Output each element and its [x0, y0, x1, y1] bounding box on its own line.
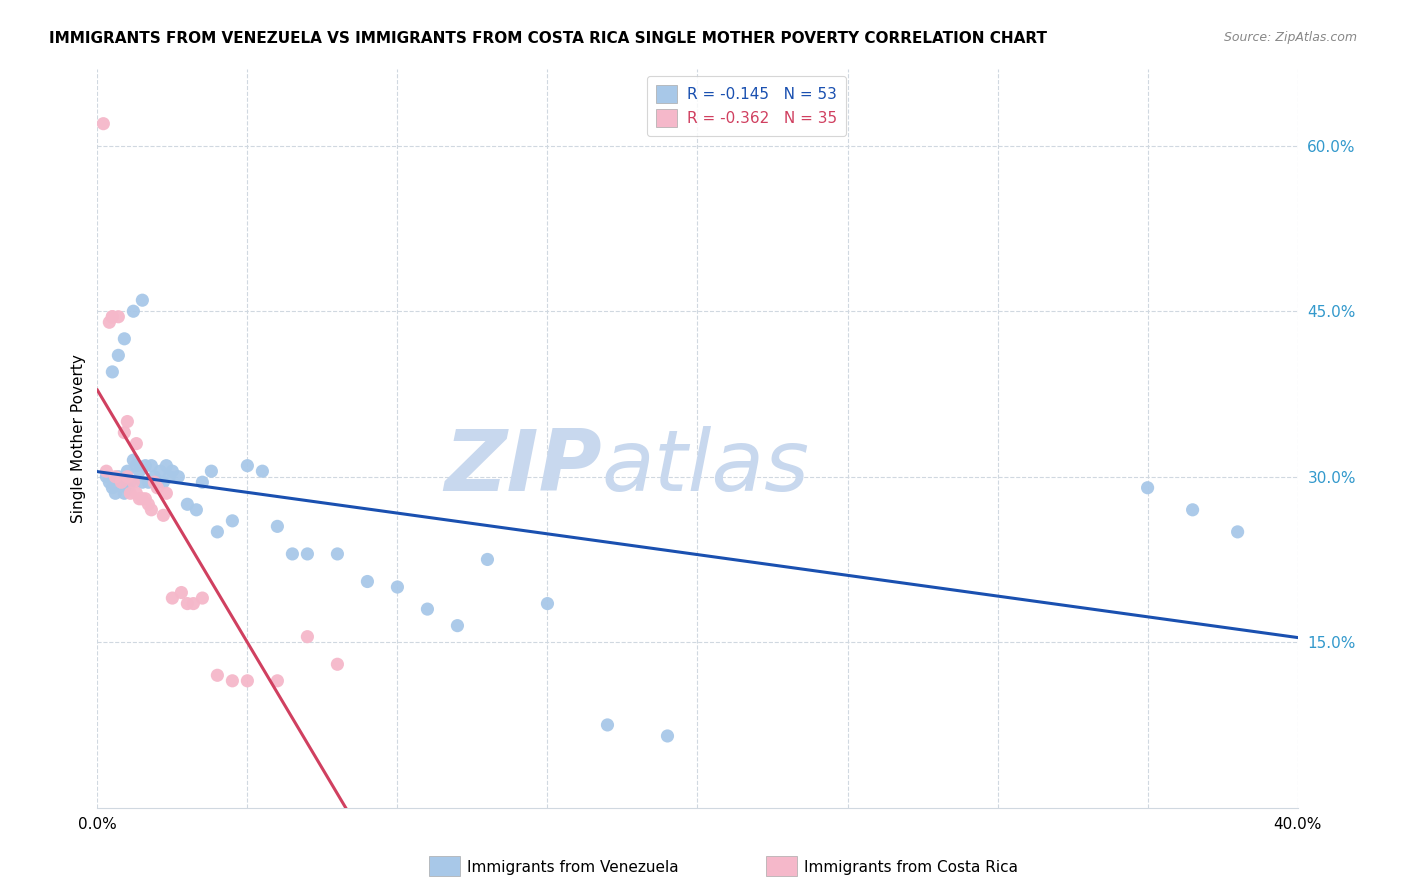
Point — [138, 497, 160, 511]
Point — [176, 497, 198, 511]
Point — [128, 491, 150, 506]
Legend: R = -0.145   N = 53, R = -0.362   N = 35: R = -0.145 N = 53, R = -0.362 N = 35 — [647, 76, 846, 136]
Point — [146, 481, 169, 495]
Point — [183, 597, 205, 611]
Point — [96, 469, 118, 483]
Point — [117, 415, 139, 429]
Point — [141, 458, 163, 473]
Point — [143, 469, 166, 483]
Point — [596, 718, 619, 732]
Point — [104, 469, 127, 483]
Point — [112, 332, 135, 346]
Text: ZIP: ZIP — [444, 426, 602, 509]
Point — [107, 348, 129, 362]
Point — [186, 503, 208, 517]
Point — [110, 475, 132, 490]
Point — [536, 597, 558, 611]
Point — [155, 486, 177, 500]
Point — [236, 458, 259, 473]
Point — [128, 464, 150, 478]
Point — [297, 547, 319, 561]
Point — [112, 425, 135, 440]
Point — [207, 668, 229, 682]
Point — [138, 475, 160, 490]
Point — [236, 673, 259, 688]
Point — [157, 469, 180, 483]
Point — [141, 503, 163, 517]
Point — [104, 486, 127, 500]
Text: Immigrants from Costa Rica: Immigrants from Costa Rica — [804, 860, 1018, 874]
Point — [170, 585, 193, 599]
Point — [107, 469, 129, 483]
Point — [162, 591, 184, 605]
Point — [122, 453, 145, 467]
Point — [191, 591, 214, 605]
Point — [122, 304, 145, 318]
Text: IMMIGRANTS FROM VENEZUELA VS IMMIGRANTS FROM COSTA RICA SINGLE MOTHER POVERTY CO: IMMIGRANTS FROM VENEZUELA VS IMMIGRANTS … — [49, 31, 1047, 46]
Point — [125, 436, 148, 450]
Point — [191, 475, 214, 490]
Point — [446, 618, 468, 632]
Point — [125, 458, 148, 473]
Point — [131, 491, 153, 506]
Point — [416, 602, 439, 616]
Point — [101, 310, 124, 324]
Point — [120, 486, 142, 500]
Point — [117, 469, 139, 483]
Point — [149, 464, 172, 478]
Point — [131, 475, 153, 490]
Point — [112, 486, 135, 500]
Point — [134, 458, 156, 473]
Point — [657, 729, 679, 743]
Point — [200, 464, 222, 478]
Point — [96, 464, 118, 478]
Y-axis label: Single Mother Poverty: Single Mother Poverty — [72, 353, 86, 523]
Point — [477, 552, 499, 566]
Point — [101, 481, 124, 495]
Point — [101, 310, 124, 324]
Point — [326, 657, 349, 672]
Point — [326, 547, 349, 561]
Point — [176, 597, 198, 611]
Point — [125, 486, 148, 500]
Point — [110, 475, 132, 490]
Point — [152, 508, 174, 523]
Point — [98, 475, 121, 490]
Point — [143, 475, 166, 490]
Point — [117, 464, 139, 478]
Point — [1136, 481, 1159, 495]
Point — [101, 365, 124, 379]
Point — [122, 475, 145, 490]
Point — [117, 481, 139, 495]
Point — [266, 673, 288, 688]
Point — [155, 458, 177, 473]
Point — [387, 580, 409, 594]
Point — [98, 315, 121, 329]
Point — [297, 630, 319, 644]
Text: atlas: atlas — [602, 426, 810, 509]
Text: Source: ZipAtlas.com: Source: ZipAtlas.com — [1223, 31, 1357, 45]
Point — [120, 475, 142, 490]
Point — [207, 524, 229, 539]
Point — [252, 464, 274, 478]
Point — [266, 519, 288, 533]
Point — [107, 310, 129, 324]
Point — [221, 673, 243, 688]
Point — [281, 547, 304, 561]
Point — [1181, 503, 1204, 517]
Point — [152, 475, 174, 490]
Point — [167, 469, 190, 483]
Point — [93, 117, 115, 131]
Text: Immigrants from Venezuela: Immigrants from Venezuela — [467, 860, 679, 874]
Point — [221, 514, 243, 528]
Point — [131, 293, 153, 308]
Point — [1226, 524, 1249, 539]
Point — [134, 491, 156, 506]
Point — [356, 574, 378, 589]
Point — [146, 475, 169, 490]
Point — [162, 464, 184, 478]
